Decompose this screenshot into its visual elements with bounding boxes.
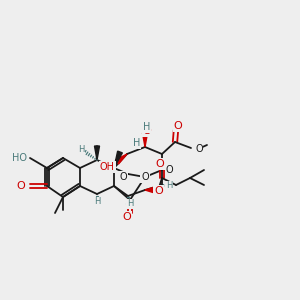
Text: O: O [154,186,163,196]
Text: O: O [166,165,174,175]
Text: H: H [78,146,84,154]
Text: O: O [195,144,202,154]
Text: HO: HO [12,153,27,163]
Text: O: O [123,212,131,222]
Text: O: O [156,159,164,169]
Text: H: H [94,197,100,206]
Text: O: O [174,121,182,131]
Text: H: H [143,122,151,132]
Polygon shape [114,151,122,168]
Text: O: O [141,172,149,182]
Polygon shape [142,133,148,147]
Polygon shape [145,188,153,193]
Polygon shape [94,146,100,160]
Text: OH: OH [100,162,115,172]
Text: H: H [133,138,141,148]
Text: O: O [142,126,152,136]
Text: O: O [119,172,127,182]
Polygon shape [116,154,127,164]
Text: H: H [166,182,172,190]
Text: O: O [16,181,25,191]
Text: H: H [127,200,133,208]
